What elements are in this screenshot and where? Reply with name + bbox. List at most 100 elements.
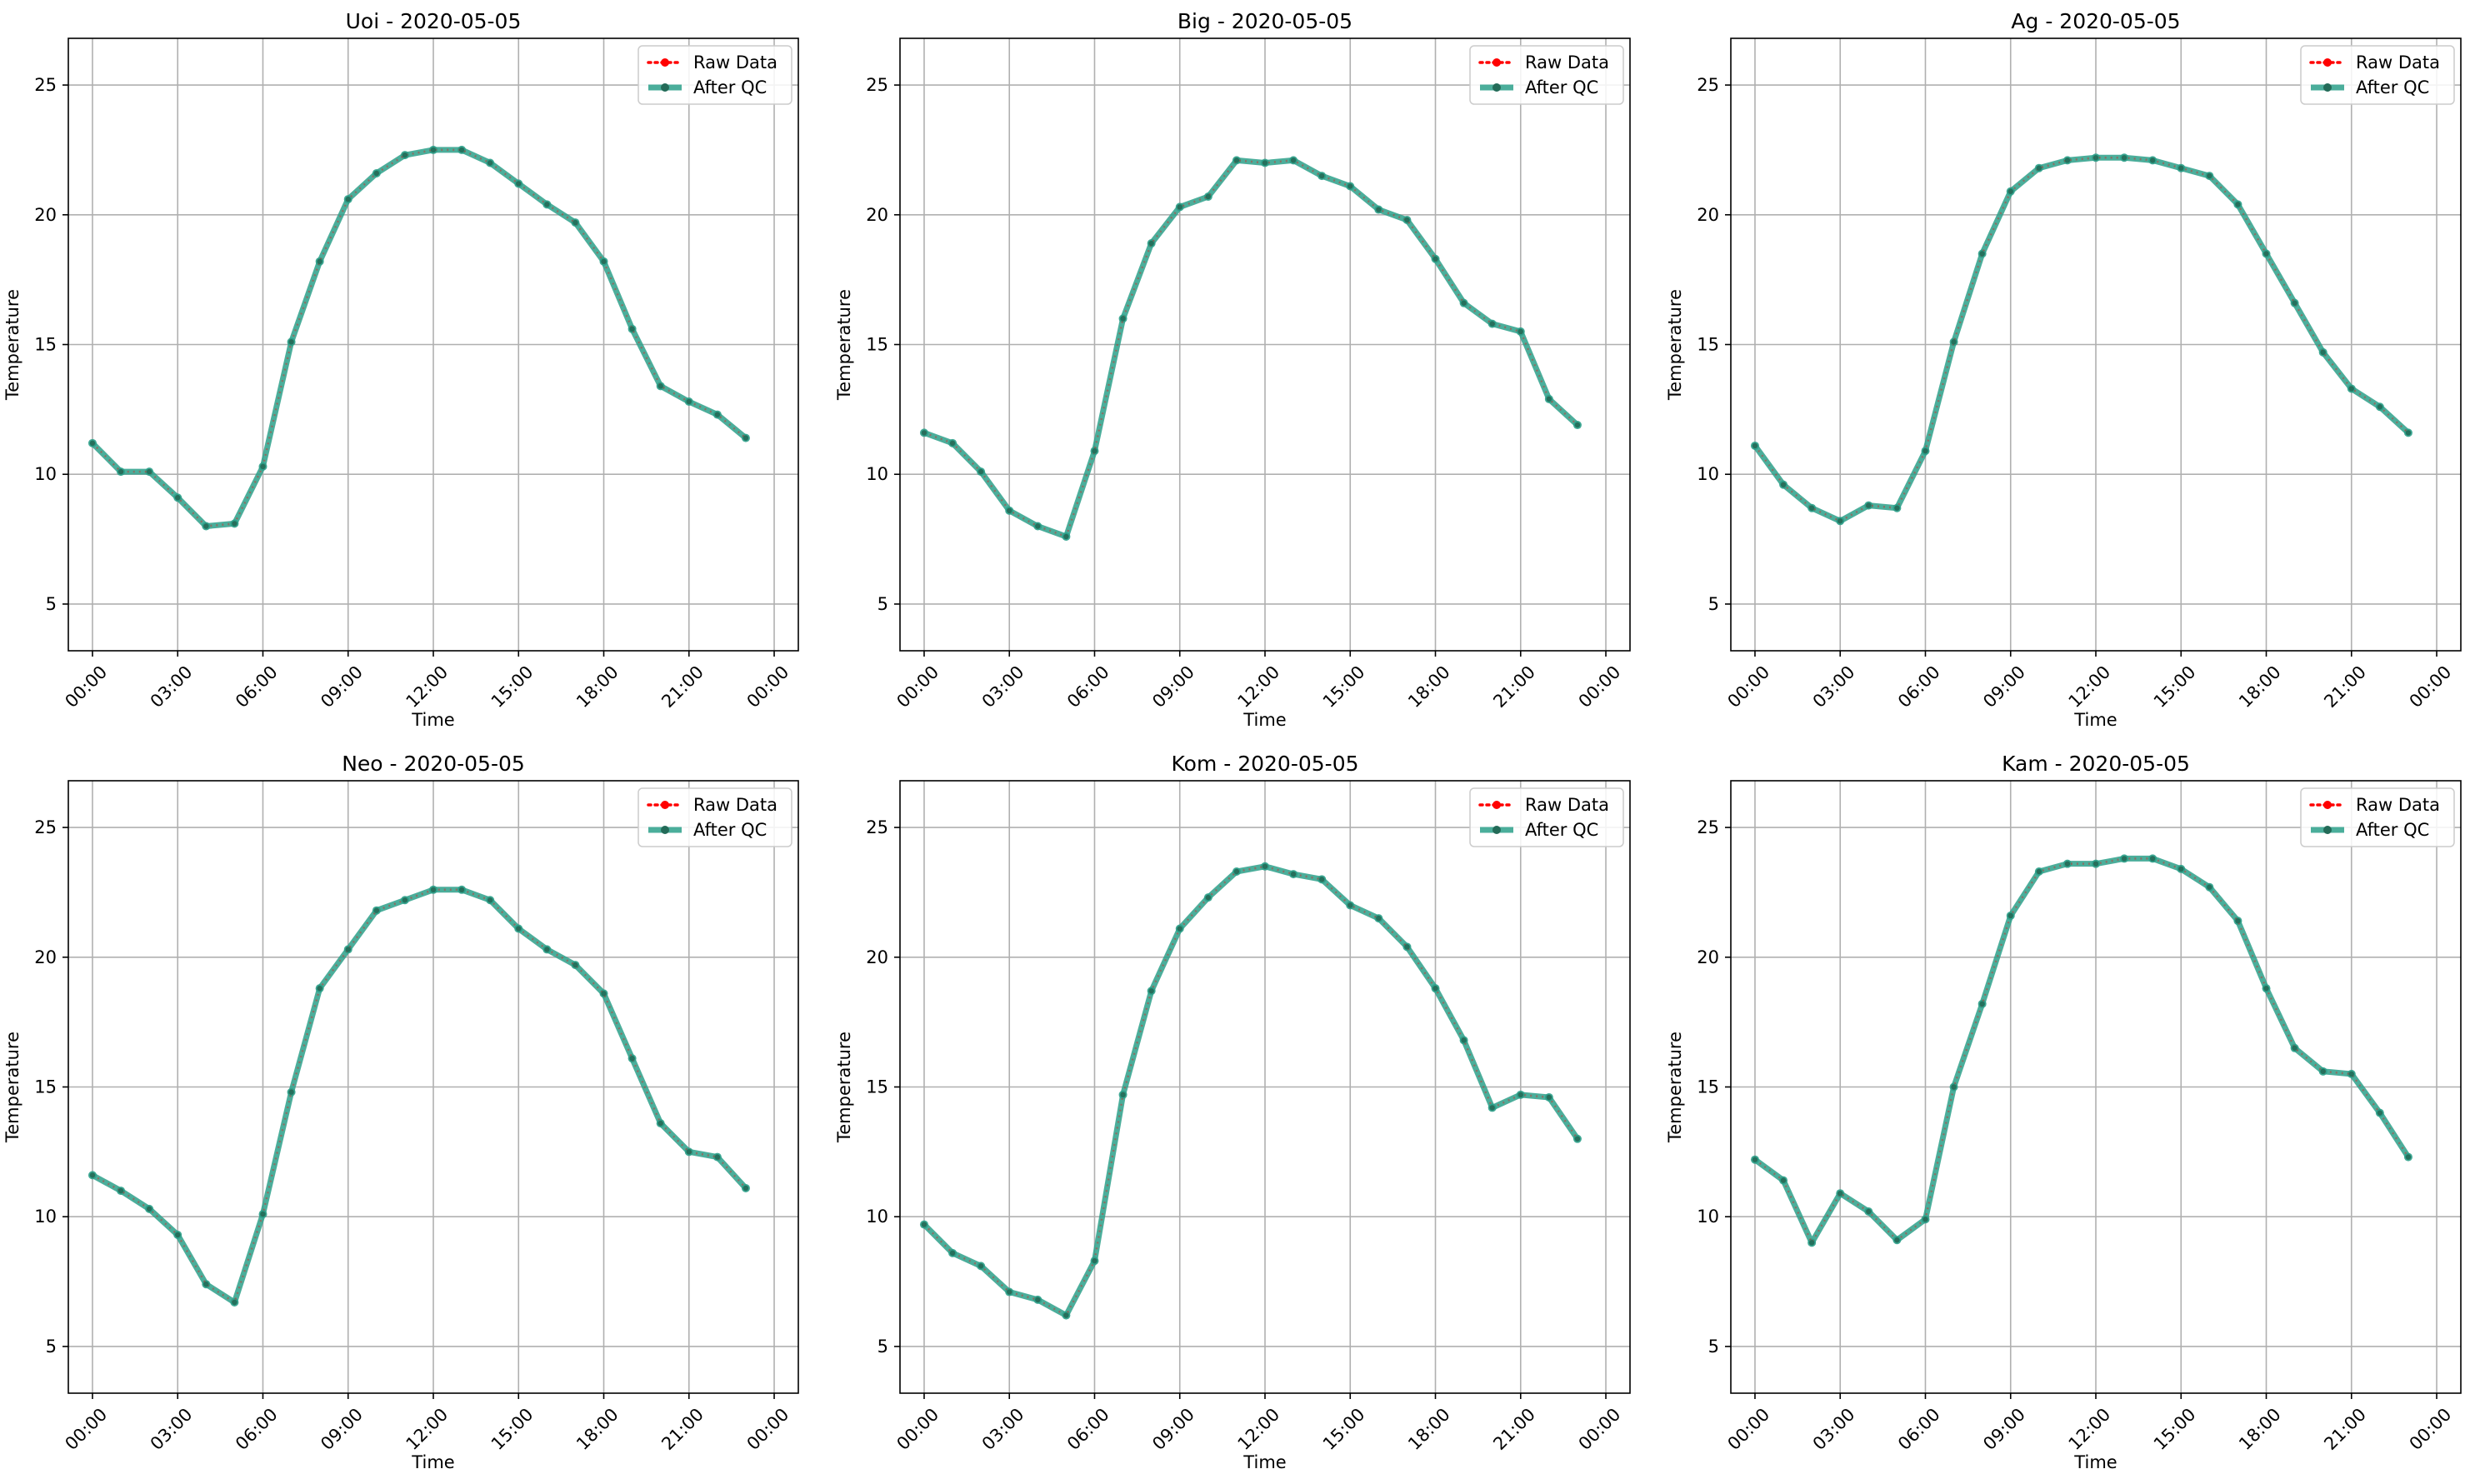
point-raw-data (2207, 884, 2212, 890)
point-raw-data (949, 1250, 956, 1257)
point-raw-data (1092, 1257, 1098, 1264)
y-tick-label: 5 (46, 1337, 57, 1357)
series-group (88, 145, 750, 531)
series-line-after-qc (1752, 154, 2412, 524)
series-line-raw-data (92, 148, 747, 527)
point-raw-data (1489, 321, 1495, 327)
point-raw-data (1432, 256, 1438, 262)
x-tick-label: 03:00 (1809, 1404, 1859, 1454)
point-raw-data (118, 468, 124, 475)
x-tick-label: 12:00 (1234, 662, 1284, 712)
point-raw-data (89, 440, 96, 447)
y-tick-label: 15 (866, 335, 888, 355)
x-tick-label: 15:00 (1319, 662, 1369, 712)
series-line-raw-data (923, 865, 1578, 1317)
x-axis-label: Time (411, 1452, 454, 1472)
legend-label-after-qc: After QC (693, 77, 767, 97)
y-tick-label: 10 (866, 1207, 888, 1227)
point-raw-data (487, 897, 493, 903)
point-raw-data (2263, 251, 2269, 257)
point-raw-data (1922, 447, 1928, 454)
chart-title: Neo - 2020-05-05 (342, 752, 525, 776)
point-raw-data (1432, 985, 1438, 992)
chart-title: Big - 2020-05-05 (1178, 9, 1352, 33)
point-raw-data (345, 196, 351, 202)
legend-label-raw-data: Raw Data (1525, 52, 1609, 72)
legend: Raw Data After QC (2300, 787, 2455, 847)
y-tick-label: 20 (34, 205, 57, 225)
legend-label-raw-data: Raw Data (693, 52, 778, 72)
x-tick-label: 18:00 (1404, 1404, 1454, 1454)
point-raw-data (1035, 523, 1041, 529)
legend-label-raw-data: Raw Data (2356, 52, 2440, 72)
x-axis-label: Time (1242, 710, 1286, 730)
y-tick-label: 15 (1697, 1077, 1719, 1097)
point-raw-data (2405, 430, 2412, 436)
x-tick-label: 06:00 (1063, 1404, 1113, 1454)
y-tick-label: 10 (866, 464, 888, 484)
point-raw-data (1461, 300, 1467, 306)
x-axis-label: Time (2073, 1452, 2117, 1472)
point-raw-data (402, 152, 408, 158)
point-raw-data (175, 1232, 181, 1238)
legend-marker-raw-data (2323, 58, 2332, 67)
point-raw-data (714, 1154, 721, 1160)
legend-label-raw-data: Raw Data (693, 795, 778, 815)
legend-label-raw-data: Raw Data (2356, 795, 2440, 815)
point-raw-data (2121, 155, 2128, 161)
y-axis-label: Temperature (834, 1032, 854, 1143)
y-tick-label: 20 (34, 947, 57, 967)
point-raw-data (1063, 1312, 1069, 1318)
x-tick-label: 15:00 (488, 662, 538, 712)
point-raw-data (2149, 157, 2156, 163)
legend-label-after-qc: After QC (1525, 77, 1598, 97)
point-raw-data (572, 962, 578, 968)
y-tick-label: 25 (1697, 75, 1719, 95)
point-raw-data (714, 412, 721, 417)
series-group (88, 885, 750, 1307)
y-tick-label: 20 (1697, 947, 1719, 967)
point-raw-data (317, 258, 322, 265)
y-axis-label: Temperature (1665, 1032, 1685, 1143)
x-axis-label: Time (1242, 1452, 1286, 1472)
point-raw-data (2320, 1068, 2326, 1075)
x-tick-label: 21:00 (658, 662, 708, 712)
y-axis-label: Temperature (2, 1032, 22, 1143)
series-group (1750, 854, 2412, 1247)
point-raw-data (2348, 386, 2354, 392)
point-raw-data (1404, 944, 1410, 950)
x-tick-label: 06:00 (1894, 1404, 1944, 1454)
point-raw-data (1063, 533, 1069, 540)
legend: Raw Data After QC (1469, 787, 1624, 847)
y-tick-label: 10 (34, 464, 57, 484)
x-axis-label: Time (411, 710, 454, 730)
series-line-after-qc (1752, 855, 2412, 1246)
point-raw-data (921, 1222, 928, 1227)
y-tick-label: 15 (866, 1077, 888, 1097)
point-raw-data (516, 181, 522, 187)
point-raw-data (1780, 1177, 1787, 1183)
point-raw-data (1866, 1208, 1872, 1215)
point-raw-data (1120, 316, 1126, 322)
legend-marker-raw-data (1492, 801, 1501, 809)
point-raw-data (1546, 396, 1552, 402)
point-raw-data (686, 398, 692, 405)
x-tick-label: 12:00 (402, 1404, 452, 1454)
point-raw-data (458, 147, 465, 153)
point-raw-data (1148, 988, 1154, 994)
x-tick-label: 03:00 (147, 1404, 197, 1454)
point-raw-data (487, 160, 493, 166)
point-raw-data (1922, 1217, 1928, 1222)
x-axis-label: Time (2073, 710, 2117, 730)
x-tick-label: 00:00 (2406, 662, 2456, 712)
point-raw-data (288, 339, 294, 345)
point-raw-data (373, 170, 380, 177)
point-raw-data (601, 258, 607, 265)
point-raw-data (1233, 868, 1240, 875)
point-raw-data (1290, 157, 1297, 163)
point-raw-data (1808, 1240, 1815, 1246)
chart-title: Ag - 2020-05-05 (2011, 9, 2180, 33)
point-raw-data (1866, 502, 1872, 508)
point-raw-data (978, 1263, 984, 1269)
point-raw-data (2036, 165, 2042, 171)
